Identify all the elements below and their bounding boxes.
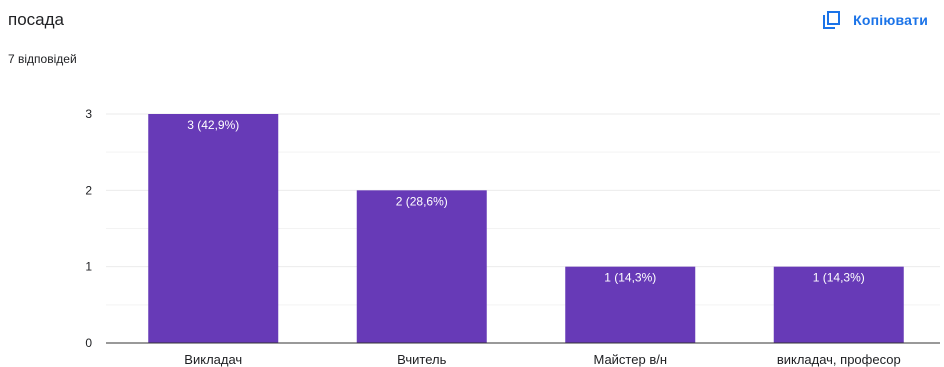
copy-icon	[823, 11, 841, 29]
y-tick-label: 1	[85, 260, 92, 274]
bar-data-label: 3 (42,9%)	[187, 118, 239, 132]
y-tick-label: 2	[85, 183, 92, 197]
x-tick-label: Викладач	[184, 352, 242, 367]
data-labels: 3 (42,9%) 2 (28,6%) 1 (14,3%) 1 (14,3%)	[187, 118, 865, 285]
copy-button[interactable]: Копіювати	[821, 8, 928, 32]
x-tick-label: Вчитель	[397, 352, 446, 367]
bar[interactable]	[148, 114, 279, 343]
copy-label: Копіювати	[853, 12, 928, 28]
bar-data-label: 1 (14,3%)	[813, 271, 865, 285]
bars	[148, 114, 904, 343]
axis-ticks: 0 1 2 3 Викладач Вчитель Майстер в/н викладач, …	[85, 107, 940, 367]
response-count: 7 відповідей	[8, 52, 77, 66]
bar-data-label: 2 (28,6%)	[396, 194, 448, 208]
question-title: посада	[8, 10, 64, 29]
x-tick-label: викладач, професор	[777, 352, 901, 367]
y-tick-label: 0	[85, 336, 92, 350]
bar[interactable]	[356, 190, 487, 343]
x-tick-label: Майстер в/н	[593, 352, 667, 367]
bar-data-label: 1 (14,3%)	[604, 271, 656, 285]
bar[interactable]	[773, 266, 904, 343]
y-tick-label: 3	[85, 107, 92, 121]
bar[interactable]	[565, 266, 696, 343]
